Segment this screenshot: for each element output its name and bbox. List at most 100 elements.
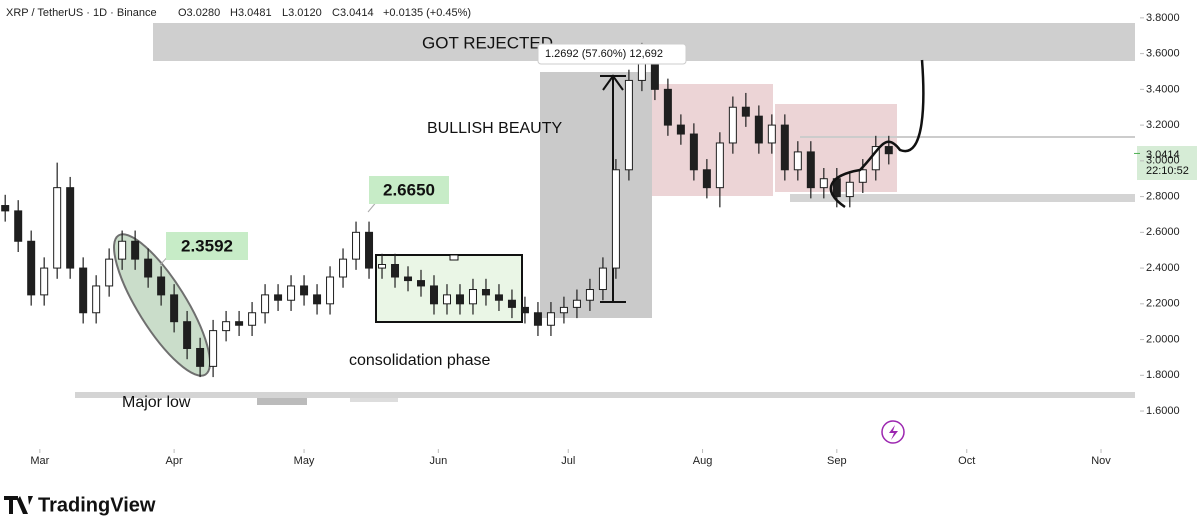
- candle-body: [559, 306, 568, 314]
- candle-body: [845, 181, 854, 198]
- candle-body: [326, 276, 335, 305]
- support-line: [790, 194, 1135, 202]
- ohlc-open: O3.0280: [178, 7, 220, 19]
- candle-body: [118, 240, 127, 260]
- y-tick-label: 1.8000: [1146, 369, 1180, 381]
- candle-body: [313, 294, 322, 305]
- symbol: XRP / TetherUS · 1D · Binance: [6, 7, 157, 19]
- label-bg: [369, 176, 449, 204]
- candle-body: [728, 106, 737, 144]
- candle-body: [196, 347, 205, 367]
- candle-body: [287, 285, 296, 301]
- candle-body: [546, 312, 555, 326]
- candle-body: [533, 312, 542, 326]
- candle-body: [235, 321, 244, 326]
- candle-body: [871, 146, 880, 171]
- candle-body: [404, 276, 413, 282]
- x-tick-label: Nov: [1091, 455, 1111, 467]
- candle-body: [819, 178, 828, 189]
- candle-body: [572, 299, 581, 308]
- candle-body: [144, 258, 153, 278]
- x-tick-label: Mar: [30, 455, 49, 467]
- measure-arrow: [602, 74, 624, 91]
- y-tick-label: 2.6000: [1146, 226, 1180, 238]
- projection-path: [829, 59, 925, 209]
- candle-body: [520, 306, 529, 314]
- brand-logo: [4, 496, 33, 514]
- candle-body: [585, 289, 594, 301]
- ohlc-close: C3.0414: [332, 7, 374, 19]
- label-bg: [166, 232, 248, 260]
- candle-body: [689, 133, 698, 171]
- candle-body: [365, 231, 374, 269]
- candle-body: [131, 240, 140, 260]
- brand: TradingView: [38, 494, 156, 516]
- candle-body: [598, 267, 607, 291]
- candle-body: [442, 294, 451, 305]
- y-tick-label: 3.6000: [1146, 48, 1180, 60]
- candle-body: [66, 187, 75, 269]
- gray-mark: [350, 398, 398, 402]
- candle-body: [754, 115, 763, 144]
- candle-body: [14, 210, 23, 242]
- candle-body: [702, 169, 711, 189]
- x-tick-label: Oct: [958, 455, 975, 467]
- price-badge: [1137, 146, 1197, 180]
- candle-body: [507, 299, 516, 308]
- ohlc-high: H3.0481: [230, 7, 272, 19]
- y-tick-label: 2.0000: [1146, 333, 1180, 345]
- candle-body: [300, 285, 309, 296]
- candle-body: [170, 294, 179, 323]
- candle-body: [157, 276, 166, 296]
- measure-label-bg: [537, 43, 687, 65]
- box-handle: [449, 254, 459, 261]
- candle-body: [261, 294, 270, 314]
- candle-body: [248, 312, 257, 326]
- candle-body: [79, 267, 88, 314]
- candle-body: [455, 294, 464, 305]
- x-tick-label: Aug: [693, 455, 713, 467]
- consolidation-box: [375, 254, 523, 323]
- ohlc-low: L3.0120: [282, 7, 322, 19]
- annotation: Major low: [122, 394, 191, 411]
- candle-body: [650, 62, 659, 90]
- annotation: GOT REJECTED: [422, 33, 553, 52]
- candle-body: [352, 231, 361, 260]
- candle-body: [339, 258, 348, 278]
- candle-body: [209, 330, 218, 367]
- candle-body: [481, 289, 490, 296]
- candle-body: [274, 294, 283, 301]
- x-tick-label: May: [294, 455, 315, 467]
- y-tick-label: 1.6000: [1146, 405, 1180, 417]
- last-price: 3.0414: [1146, 149, 1180, 161]
- range-zone: [652, 84, 773, 196]
- countdown: 22:10:52: [1146, 165, 1189, 177]
- candle-body: [793, 151, 802, 171]
- annotation: 2.3592: [181, 236, 233, 255]
- x-tick-label: Jun: [429, 455, 447, 467]
- candle-body: [624, 79, 633, 171]
- annotation: 2.6650: [383, 180, 435, 199]
- candle-body: [780, 124, 789, 171]
- ohlc-change: +0.0135 (+0.45%): [383, 7, 471, 19]
- candle-body: [27, 240, 36, 296]
- candle-body: [858, 169, 867, 183]
- y-tick-label: 3.0000: [1146, 155, 1180, 167]
- candle-body: [637, 62, 646, 81]
- y-tick-label: 2.8000: [1146, 190, 1180, 202]
- candle-body: [183, 321, 192, 349]
- candle-body: [417, 280, 426, 287]
- x-tick-label: Jul: [561, 455, 575, 467]
- y-tick-label: 2.2000: [1146, 298, 1180, 310]
- candle-body: [429, 285, 438, 305]
- measure-label: 1.2692 (57.60%) 12,692: [545, 48, 663, 60]
- candle-body: [1, 205, 10, 212]
- x-tick-label: Apr: [166, 455, 183, 467]
- candle-body: [105, 258, 114, 287]
- major-low-line: [75, 392, 1135, 398]
- x-tick-label: Sep: [827, 455, 847, 467]
- rally-zone: [540, 72, 652, 318]
- annotation: BULLISH BEAUTY: [427, 120, 562, 137]
